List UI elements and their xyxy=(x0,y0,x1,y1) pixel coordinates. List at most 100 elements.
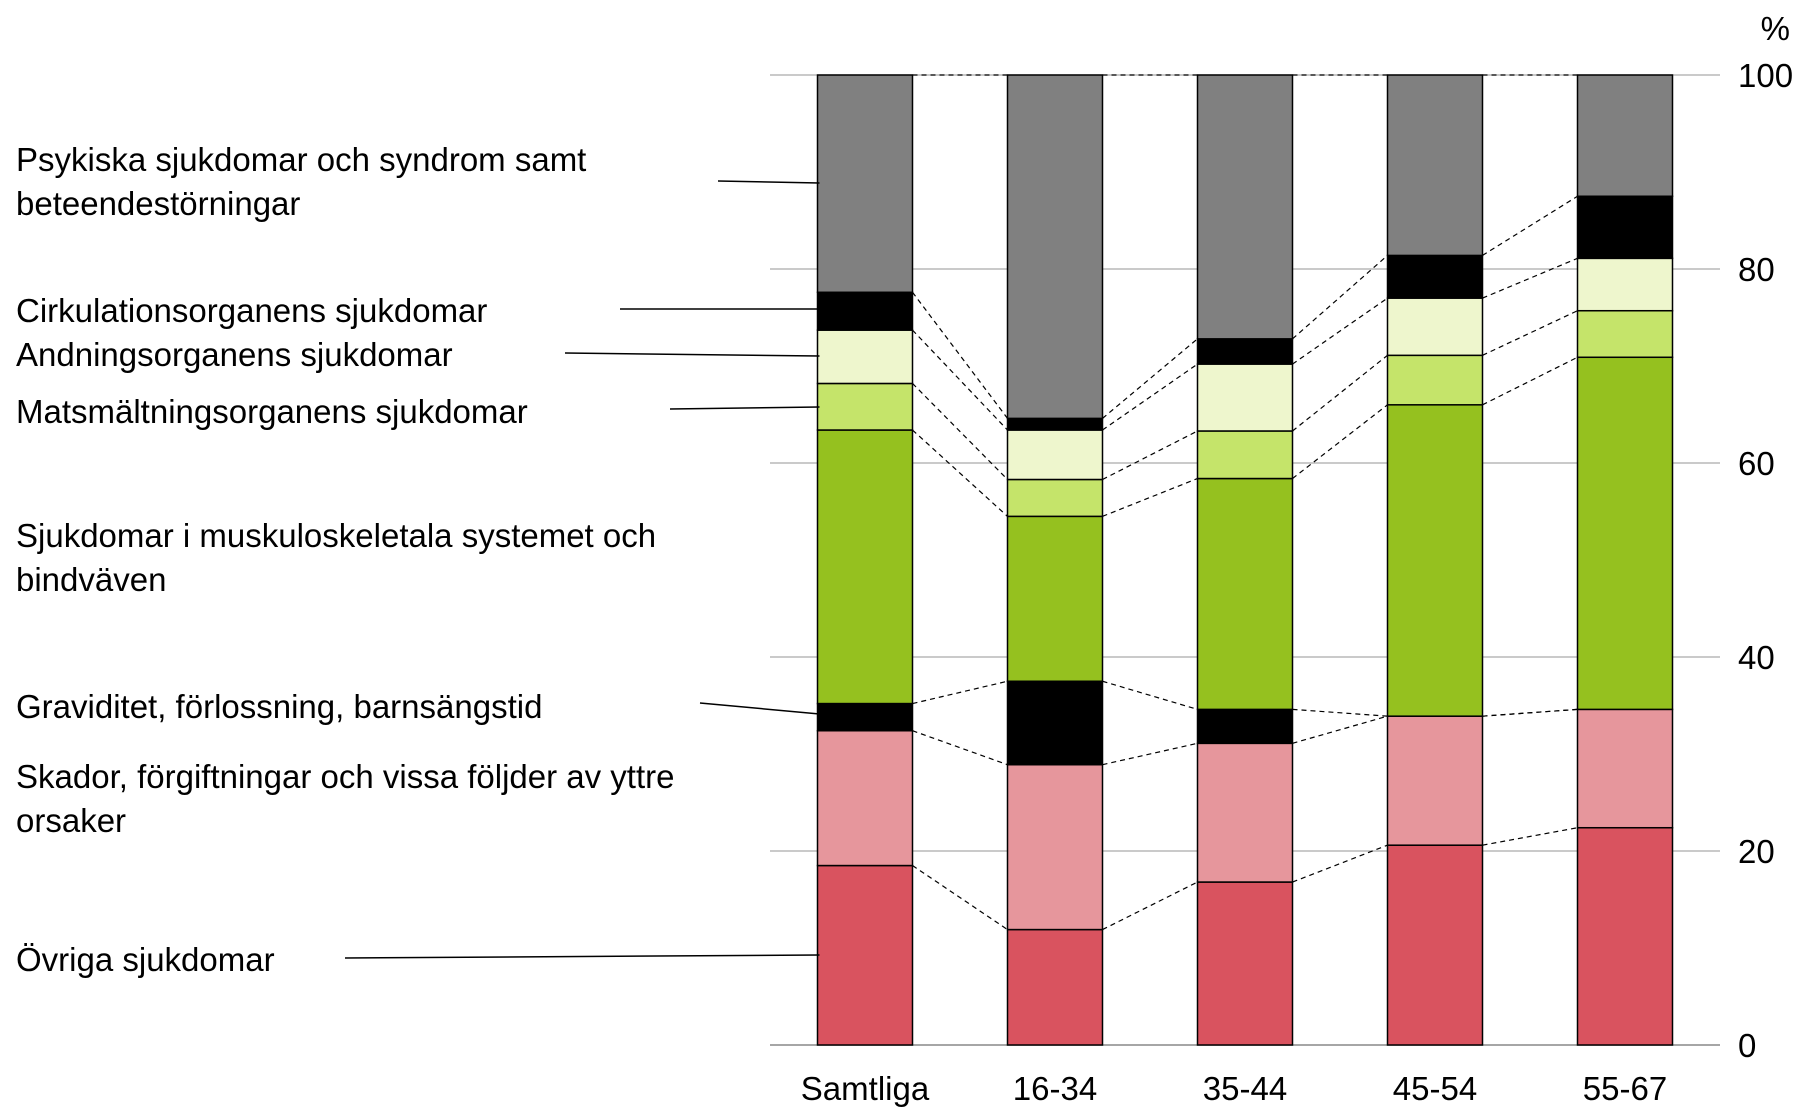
y-tick-label: 60 xyxy=(1738,445,1775,482)
bar-segment xyxy=(816,864,914,1046)
bar-segment xyxy=(1576,195,1674,260)
bar-segment xyxy=(1576,74,1674,197)
legend-entry: Psykiska sjukdomar och syndrom samt betee… xyxy=(16,141,820,222)
bar-segment xyxy=(1576,826,1674,1046)
connector-line xyxy=(1102,680,1198,710)
connector-line xyxy=(1292,844,1388,883)
connector-line xyxy=(1102,477,1198,517)
bar-segment xyxy=(816,74,914,294)
x-tick-label: 55-67 xyxy=(1583,1070,1667,1107)
x-axis: Samtliga 16-34 35-44 45-54 55-67 xyxy=(801,1070,1667,1107)
bar-segment xyxy=(1576,309,1674,359)
bar-segment xyxy=(1386,74,1484,257)
connector-line xyxy=(1482,708,1578,717)
connector-line xyxy=(912,383,1008,480)
legend-entry: Graviditet, förlossning, barnsängstid xyxy=(16,688,820,725)
bar-segment xyxy=(1386,844,1484,1046)
bar-segment xyxy=(816,329,914,385)
bar-group-55-67 xyxy=(1576,74,1674,1046)
legend-entry: Cirkulationsorganens sjukdomar xyxy=(16,292,820,329)
connector-line xyxy=(912,680,1008,705)
bar-group-16-34 xyxy=(1006,74,1104,1046)
bar-segment xyxy=(1386,297,1484,357)
connector-line xyxy=(1102,430,1198,481)
bar-segment xyxy=(1576,356,1674,711)
connector-line xyxy=(1292,354,1388,432)
bar-segment xyxy=(1196,708,1294,745)
bar-segment xyxy=(1576,257,1674,312)
bar-segment xyxy=(816,291,914,331)
bar-segment xyxy=(1006,417,1104,431)
connector-line xyxy=(1292,404,1388,479)
legend-leader-line xyxy=(344,954,820,959)
legend-leader-line xyxy=(564,352,820,357)
connector-line xyxy=(912,730,1008,766)
legend-label: orsaker xyxy=(16,802,126,839)
x-tick-label: 16-34 xyxy=(1013,1070,1097,1107)
segment-connectors xyxy=(912,74,1578,931)
legend-entry: Skador, förgiftningar och vissa följder … xyxy=(16,758,675,839)
y-tick-label: 80 xyxy=(1738,251,1775,288)
legend: Psykiska sjukdomar och syndrom samt betee… xyxy=(16,141,820,978)
bar-segment xyxy=(1006,74,1104,420)
legend-label: Andningsorganens sjukdomar xyxy=(16,336,453,373)
bar-segment xyxy=(1386,254,1484,299)
legend-label: Matsmältningsorganens sjukdomar xyxy=(16,393,528,430)
bar-segment xyxy=(816,382,914,431)
y-tick-label: 100 xyxy=(1738,57,1793,94)
bar-segment xyxy=(816,729,914,867)
bar-segment xyxy=(1006,928,1104,1046)
connector-line xyxy=(1292,715,1388,744)
legend-label: Skador, förgiftningar och vissa följder … xyxy=(16,758,675,795)
bar-segment xyxy=(1006,515,1104,682)
legend-leader-line xyxy=(699,702,820,715)
connector-line xyxy=(1292,297,1388,365)
bar-group-35-44 xyxy=(1196,74,1294,1046)
legend-entry: Andningsorganens sjukdomar xyxy=(16,336,820,373)
legend-entry: Sjukdomar i muskuloskeletala systemet oc… xyxy=(16,517,656,598)
bar-segment xyxy=(1386,715,1484,846)
legend-entry: Matsmältningsorganens sjukdomar xyxy=(16,393,820,430)
connector-line xyxy=(1102,363,1198,431)
legend-leader-line xyxy=(717,180,820,184)
bar-segment xyxy=(1006,478,1104,518)
connector-line xyxy=(912,865,1008,931)
bar-segment xyxy=(1196,363,1294,432)
y-axis: % 0 20 40 60 80 100 xyxy=(1738,10,1793,1064)
bar-segment xyxy=(1196,742,1294,883)
connector-line xyxy=(1482,257,1578,299)
connector-line xyxy=(912,291,1008,419)
connector-line xyxy=(912,429,1008,517)
connector-line xyxy=(1102,742,1198,766)
y-tick-label: 0 xyxy=(1738,1027,1756,1064)
connector-line xyxy=(1102,881,1198,931)
legend-label: beteendestörningar xyxy=(16,185,300,222)
connector-line xyxy=(1102,338,1198,419)
legend-entry: Övriga sjukdomar xyxy=(16,941,820,978)
legend-label: Cirkulationsorganens sjukdomar xyxy=(16,292,487,329)
x-tick-label: 35-44 xyxy=(1203,1070,1287,1107)
legend-label: Övriga sjukdomar xyxy=(16,941,275,978)
bar-group-45-54 xyxy=(1386,74,1484,1046)
connector-line xyxy=(1292,254,1388,340)
bar-group-Samtliga xyxy=(816,74,914,1046)
connector-line xyxy=(912,329,1008,431)
bar-segment xyxy=(1386,404,1484,717)
bar-segment xyxy=(1006,680,1104,766)
bars xyxy=(816,74,1674,1046)
bar-segment xyxy=(1006,763,1104,931)
bar-segment xyxy=(1576,708,1674,829)
legend-leader-line xyxy=(669,406,820,410)
connector-line xyxy=(1482,310,1578,356)
bar-segment xyxy=(1006,429,1104,481)
connector-line xyxy=(1482,356,1578,406)
connector-line xyxy=(1482,195,1578,256)
y-tick-label: 40 xyxy=(1738,639,1775,676)
legend-label: Psykiska sjukdomar och syndrom samt xyxy=(16,141,586,178)
x-tick-label: 45-54 xyxy=(1393,1070,1477,1107)
legend-label: Sjukdomar i muskuloskeletala systemet oc… xyxy=(16,517,656,554)
legend-label: Graviditet, förlossning, barnsängstid xyxy=(16,688,542,725)
y-unit-label: % xyxy=(1761,10,1790,47)
bar-segment xyxy=(1196,430,1294,480)
